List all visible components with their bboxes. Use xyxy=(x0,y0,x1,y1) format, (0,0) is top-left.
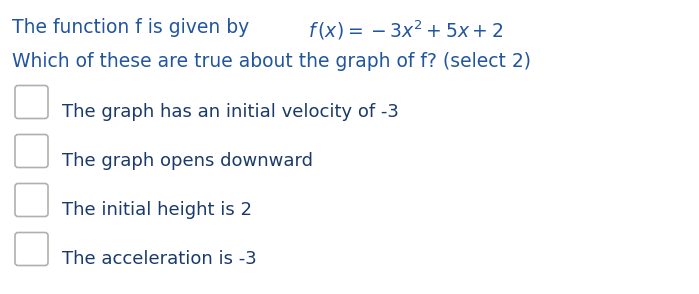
FancyBboxPatch shape xyxy=(15,86,48,118)
Text: $f\,(x) = -3x^2 + 5x + 2$: $f\,(x) = -3x^2 + 5x + 2$ xyxy=(308,18,503,41)
Text: The graph opens downward: The graph opens downward xyxy=(62,152,313,170)
Text: The graph has an initial velocity of -3: The graph has an initial velocity of -3 xyxy=(62,103,399,121)
Text: The acceleration is -3: The acceleration is -3 xyxy=(62,250,257,268)
FancyBboxPatch shape xyxy=(15,233,48,265)
Text: The function f is given by: The function f is given by xyxy=(12,18,255,37)
FancyBboxPatch shape xyxy=(15,183,48,216)
FancyBboxPatch shape xyxy=(15,134,48,168)
Text: Which of these are true about the graph of f? (select 2): Which of these are true about the graph … xyxy=(12,52,531,71)
Text: The initial height is 2: The initial height is 2 xyxy=(62,201,252,219)
